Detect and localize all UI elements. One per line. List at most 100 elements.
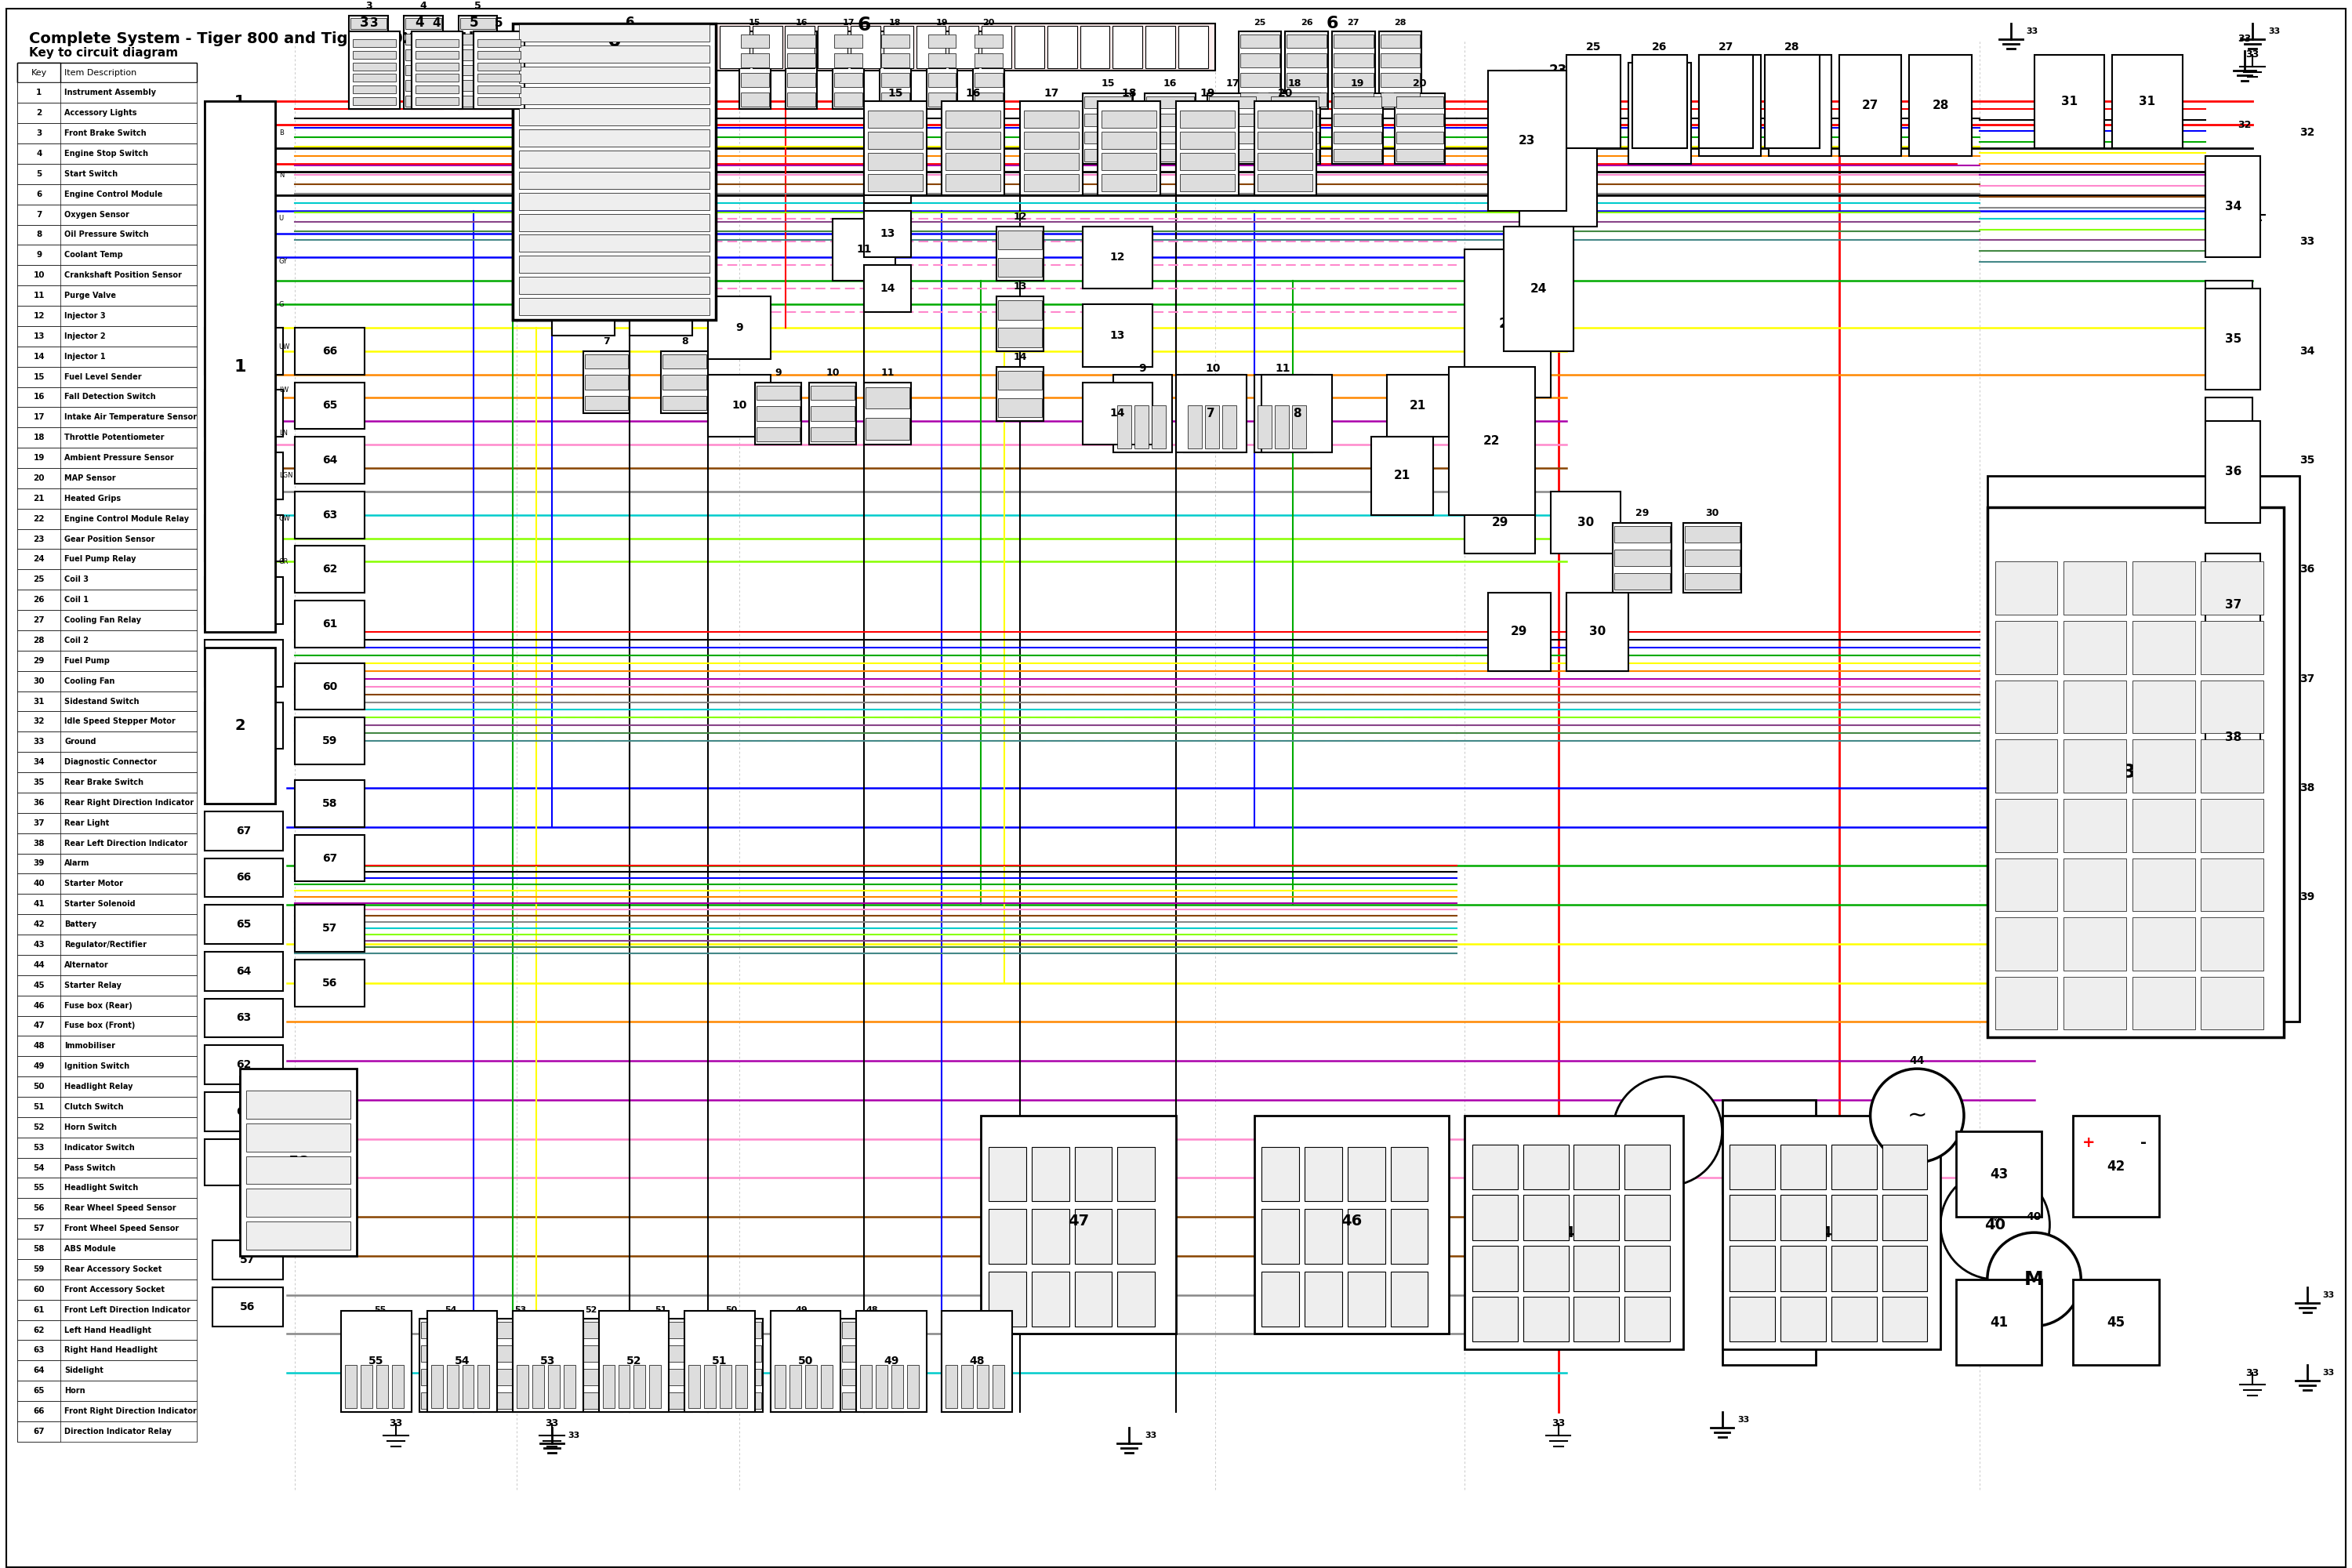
Text: Gear Position Sensor: Gear Position Sensor bbox=[64, 535, 155, 543]
Bar bbox=[16, 812, 61, 833]
Bar bbox=[294, 437, 365, 483]
Bar bbox=[790, 1366, 802, 1408]
Bar bbox=[16, 528, 198, 549]
Text: 33: 33 bbox=[1145, 1432, 1157, 1439]
Text: Rear Accessory Socket: Rear Accessory Socket bbox=[64, 1265, 162, 1273]
Bar bbox=[1397, 132, 1444, 144]
Bar bbox=[1258, 174, 1312, 191]
Text: 1: 1 bbox=[35, 89, 42, 97]
Text: Injector 3: Injector 3 bbox=[64, 312, 106, 320]
Bar bbox=[16, 1361, 198, 1381]
Text: Indicator Switch: Indicator Switch bbox=[64, 1143, 134, 1151]
Bar bbox=[1729, 1297, 1776, 1342]
Bar bbox=[205, 648, 275, 803]
Bar bbox=[348, 31, 400, 110]
Bar bbox=[16, 753, 198, 773]
Bar bbox=[205, 702, 282, 750]
Bar bbox=[1178, 25, 1209, 67]
Bar bbox=[520, 278, 710, 295]
Bar bbox=[353, 39, 395, 47]
Text: 34: 34 bbox=[33, 759, 45, 767]
Text: 65: 65 bbox=[235, 919, 252, 930]
Bar bbox=[997, 328, 1042, 347]
Text: Throttle Potentiometer: Throttle Potentiometer bbox=[64, 434, 165, 442]
Bar bbox=[294, 960, 365, 1007]
Bar bbox=[205, 1046, 282, 1085]
Text: Idle Speed Stepper Motor: Idle Speed Stepper Motor bbox=[64, 718, 176, 726]
Text: 26: 26 bbox=[1792, 99, 1809, 111]
Bar bbox=[1145, 132, 1195, 144]
Bar bbox=[350, 17, 386, 28]
Bar bbox=[520, 24, 710, 41]
Bar bbox=[974, 74, 1002, 86]
Bar bbox=[517, 124, 666, 141]
Bar bbox=[553, 24, 1216, 71]
Bar bbox=[1957, 1279, 2042, 1366]
Text: 22: 22 bbox=[33, 514, 45, 522]
Bar bbox=[1240, 34, 1279, 47]
Text: 56: 56 bbox=[322, 977, 336, 988]
Bar bbox=[16, 955, 61, 975]
Bar bbox=[517, 212, 666, 229]
Text: 36: 36 bbox=[2220, 431, 2237, 442]
Text: 44: 44 bbox=[1658, 1124, 1677, 1138]
Bar bbox=[821, 1366, 833, 1408]
Bar bbox=[1258, 152, 1312, 169]
Text: 5: 5 bbox=[494, 17, 503, 30]
Text: 19: 19 bbox=[936, 19, 948, 27]
Bar bbox=[353, 50, 395, 58]
Text: Horn Switch: Horn Switch bbox=[64, 1123, 118, 1131]
Bar bbox=[492, 1392, 550, 1408]
Bar bbox=[520, 256, 710, 273]
Text: 35: 35 bbox=[2225, 334, 2241, 345]
Bar bbox=[2133, 621, 2194, 674]
Bar bbox=[350, 80, 386, 91]
Text: Starter Relay: Starter Relay bbox=[64, 982, 122, 989]
Bar bbox=[1084, 114, 1131, 125]
Bar bbox=[1348, 1272, 1385, 1327]
Bar bbox=[1145, 25, 1176, 67]
Bar bbox=[981, 25, 1011, 67]
Bar bbox=[1573, 1247, 1618, 1290]
Bar bbox=[341, 1311, 412, 1411]
Text: 33: 33 bbox=[388, 1419, 402, 1428]
Bar bbox=[16, 63, 198, 83]
Text: 9: 9 bbox=[736, 321, 743, 332]
Bar bbox=[205, 1093, 282, 1131]
Bar bbox=[16, 1279, 61, 1300]
Bar bbox=[294, 383, 365, 430]
Bar bbox=[353, 97, 395, 105]
Bar bbox=[560, 1319, 623, 1411]
Text: Starter Motor: Starter Motor bbox=[64, 880, 122, 887]
Bar bbox=[16, 387, 198, 408]
Text: 7: 7 bbox=[35, 210, 42, 218]
Bar bbox=[842, 1322, 901, 1338]
Text: 60: 60 bbox=[33, 1286, 45, 1294]
Bar bbox=[1084, 132, 1131, 144]
Bar bbox=[663, 395, 706, 411]
Bar bbox=[1371, 437, 1432, 514]
Bar bbox=[16, 63, 61, 83]
Bar bbox=[1566, 55, 1621, 149]
Bar bbox=[205, 102, 275, 632]
Text: 5: 5 bbox=[35, 169, 42, 177]
Bar bbox=[477, 74, 520, 82]
Text: 13: 13 bbox=[1014, 282, 1028, 292]
Bar bbox=[1994, 681, 2058, 734]
Bar bbox=[2201, 798, 2263, 851]
Bar bbox=[16, 1198, 61, 1218]
Text: 33: 33 bbox=[2300, 237, 2314, 248]
Bar bbox=[16, 1137, 198, 1157]
Bar bbox=[513, 24, 715, 320]
Text: Battery: Battery bbox=[64, 920, 96, 928]
Text: 6: 6 bbox=[856, 16, 870, 34]
Bar bbox=[2063, 798, 2126, 851]
Bar bbox=[16, 651, 61, 671]
Bar bbox=[663, 375, 706, 389]
Text: 50: 50 bbox=[797, 1356, 814, 1367]
Bar bbox=[1254, 1115, 1449, 1334]
Text: 58: 58 bbox=[282, 1148, 299, 1162]
Bar bbox=[562, 1322, 621, 1338]
Text: 56: 56 bbox=[33, 1204, 45, 1212]
Bar bbox=[430, 1366, 442, 1408]
